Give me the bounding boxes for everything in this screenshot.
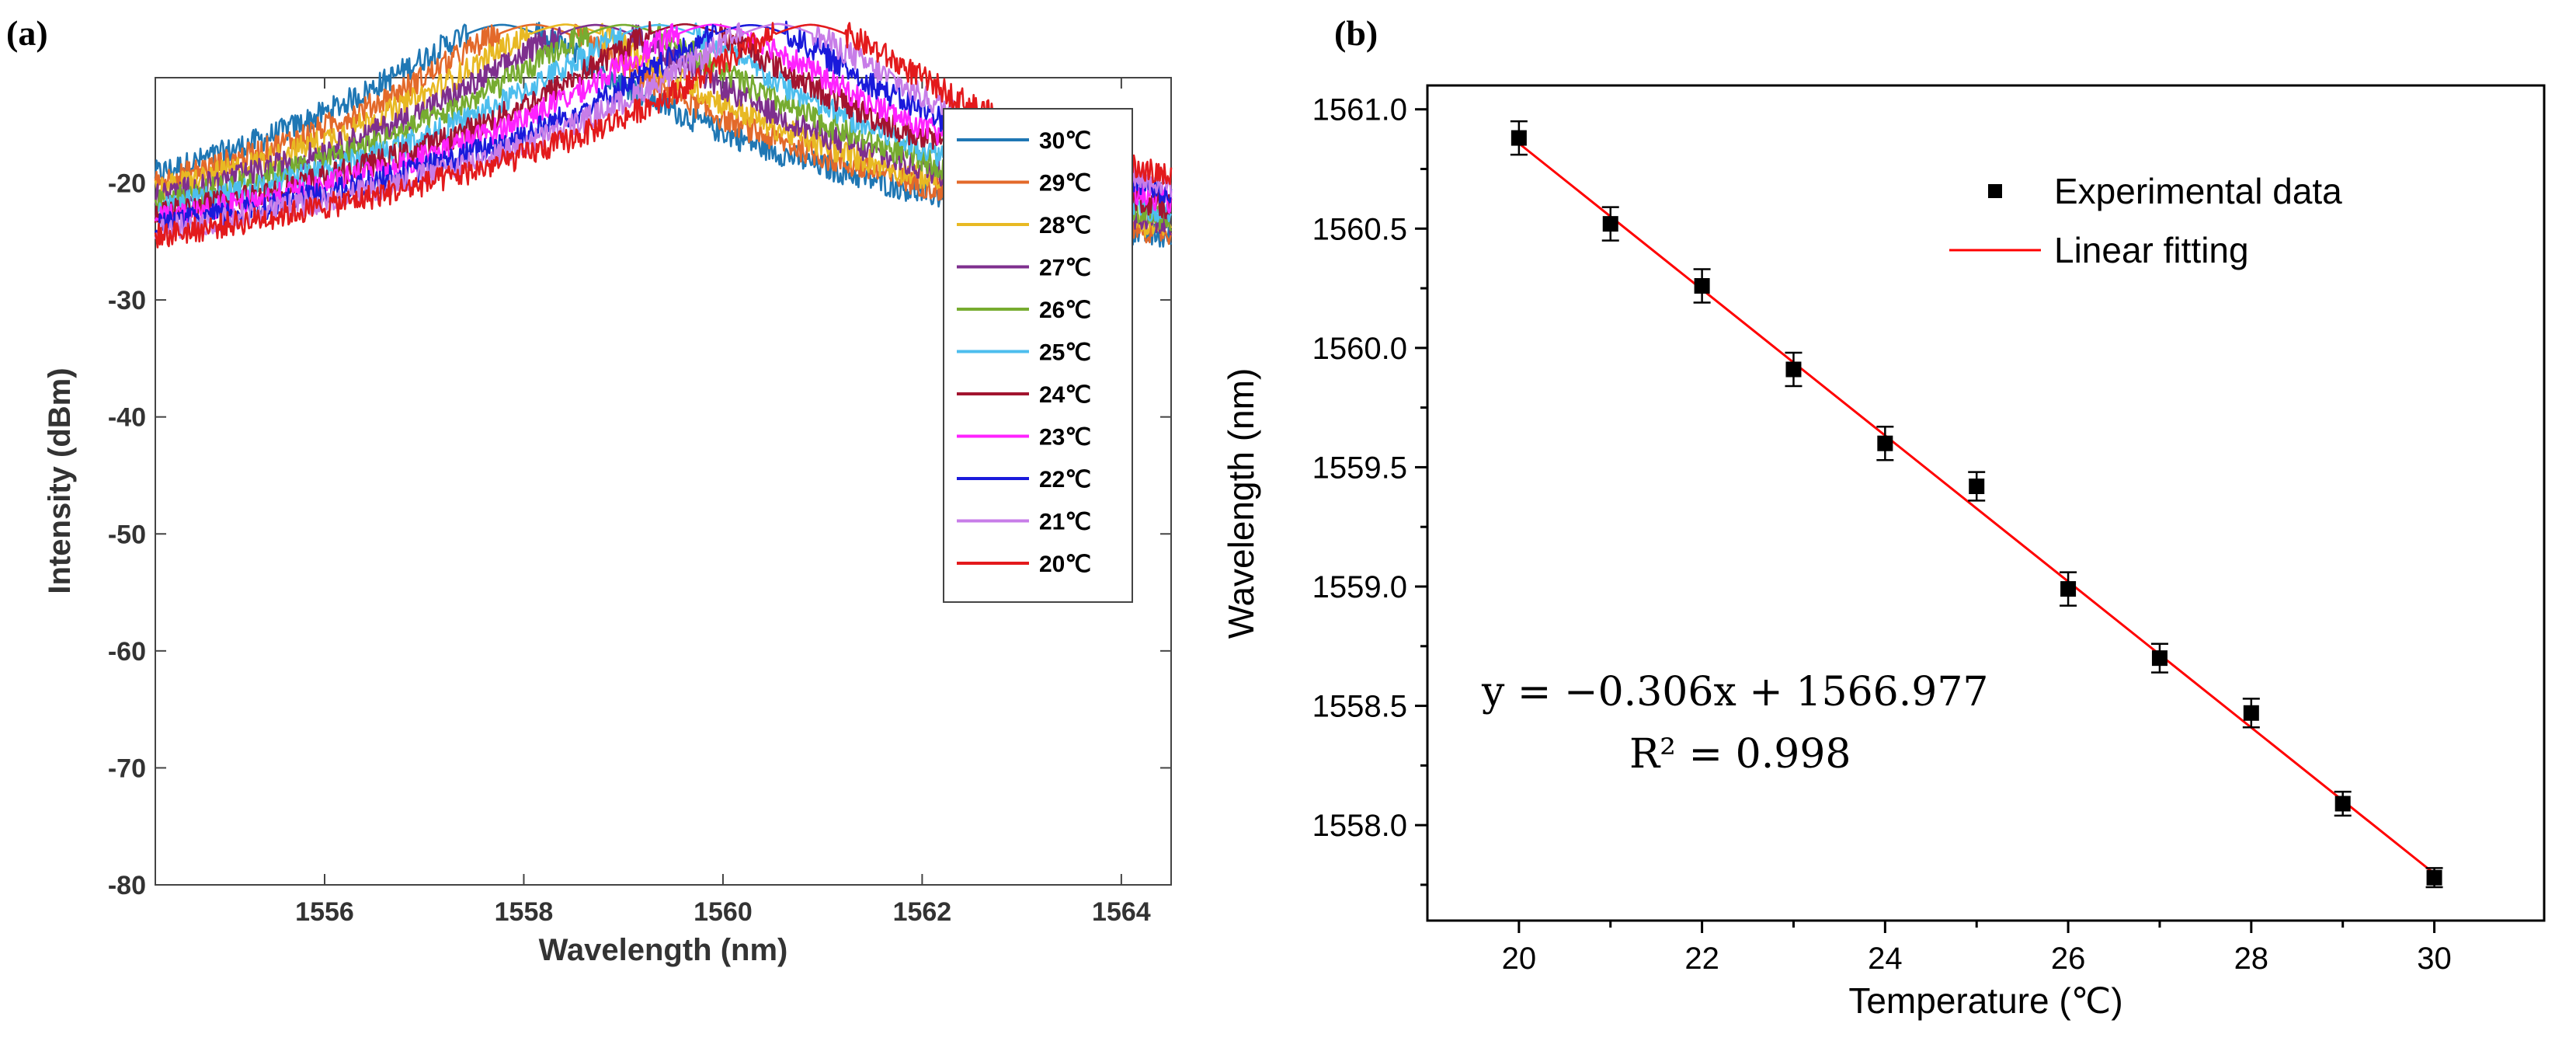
fit-equation: y = −0.306x + 1566.977 [1481, 669, 1989, 715]
data-point [1877, 435, 1893, 451]
panel-b-points [1510, 120, 2443, 889]
y-tick-label: -80 [108, 871, 146, 900]
x-tick-label: 1560 [694, 897, 753, 927]
y-tick-label: -40 [108, 403, 146, 433]
data-point [2334, 796, 2351, 812]
panel-a-x-tick-labels: 1556 1558 1560 1562 1564 [295, 897, 1151, 927]
data-point [1602, 216, 1618, 232]
y-tick-label: 1558.0 [1312, 809, 1407, 843]
fit-line [1517, 142, 2435, 875]
legend-label: 21℃ [1039, 510, 1091, 535]
legend-label: 28℃ [1039, 213, 1091, 238]
data-point [2426, 869, 2442, 886]
data-point [2151, 650, 2168, 667]
y-tick-label: -20 [108, 169, 146, 199]
y-tick-label: 1559.0 [1312, 570, 1407, 604]
x-tick-label: 1562 [893, 897, 952, 927]
panel-b: (b) 20 22 24 26 28 30 1561.0 1560.5 1560.0 1559.… [1221, 13, 2546, 1021]
panel-b-y-tick-labels: 1561.0 1560.5 1560.0 1559.5 1559.0 1558.5 1558… [1312, 93, 1407, 843]
y-tick-label: -70 [108, 754, 146, 783]
panel-b-y-axis-label: Wavelength (nm) [1221, 368, 1261, 639]
legend-label: 24℃ [1039, 382, 1091, 408]
x-tick-label: 22 [1684, 942, 1719, 976]
panel-b-x-tick-labels: 20 22 24 26 28 30 [1502, 942, 2452, 976]
legend-label-fit: Linear fitting [2054, 230, 2249, 270]
panel-a-y-axis-label: Intensity (dBm) [43, 367, 77, 594]
legend-label: 27℃ [1039, 256, 1091, 281]
panel-b-x-axis-label: Temperature (℃) [1848, 980, 2122, 1021]
data-point [2060, 581, 2077, 597]
panel-b-plot-frame [1426, 84, 2546, 922]
y-tick-label: 1560.0 [1312, 332, 1407, 366]
y-tick-label: -50 [108, 520, 146, 549]
x-tick-label: 20 [1502, 942, 1537, 976]
y-tick-label: 1559.5 [1312, 451, 1407, 485]
legend-label: 29℃ [1039, 171, 1091, 197]
x-tick-label: 1556 [295, 897, 354, 927]
x-tick-label: 24 [1868, 942, 1903, 976]
legend-label: 26℃ [1039, 298, 1091, 323]
panel-b-fit [1517, 142, 2435, 875]
legend-label: 30℃ [1039, 128, 1091, 154]
panel-b-label: (b) [1334, 13, 1378, 53]
panel-a-label: (a) [6, 13, 48, 53]
panel-a-ticks [155, 78, 1171, 886]
y-tick-label: -30 [108, 286, 146, 315]
data-point [1969, 479, 1985, 494]
y-tick-label: -60 [108, 637, 146, 667]
data-point [2243, 705, 2259, 721]
data-point [1785, 361, 1802, 378]
x-tick-label: 26 [2051, 942, 2086, 976]
legend-label: 25℃ [1039, 340, 1091, 366]
x-tick-label: 1564 [1092, 897, 1151, 927]
panel-b-ticks [1415, 108, 2436, 933]
y-tick-label: 1558.5 [1312, 690, 1407, 724]
data-point [1510, 130, 1527, 146]
fit-r-squared: R² = 0.998 [1629, 731, 1851, 778]
legend-label: 22℃ [1039, 467, 1091, 493]
legend-label-experimental: Experimental data [2054, 171, 2342, 211]
x-tick-label: 1558 [495, 897, 554, 927]
y-tick-label: 1560.5 [1312, 212, 1407, 246]
panel-a-y-tick-labels: -20 -30 -40 -50 -60 -70 -80 [108, 169, 146, 900]
panel-a: (a) 1556 1558 1560 1562 1564 -20 -30 -40 -50 -60… [6, 13, 1173, 967]
y-tick-label: 1561.0 [1312, 93, 1407, 127]
x-tick-label: 30 [2417, 942, 2452, 976]
panel-a-x-axis-label: Wavelength (nm) [539, 933, 788, 967]
legend-label: 23℃ [1039, 425, 1091, 451]
panel-b-legend: Experimental data Linear fitting [1949, 171, 2342, 270]
data-point [1694, 278, 1710, 294]
legend-label: 20℃ [1039, 552, 1091, 577]
legend-marker-experimental [1988, 184, 2002, 198]
x-tick-label: 28 [2234, 942, 2269, 976]
panel-a-legend: 30℃ 29℃ 28℃ 27℃ 26℃ 25℃ 24℃ 23℃ 22℃ 21℃ 20℃ [943, 108, 1133, 603]
